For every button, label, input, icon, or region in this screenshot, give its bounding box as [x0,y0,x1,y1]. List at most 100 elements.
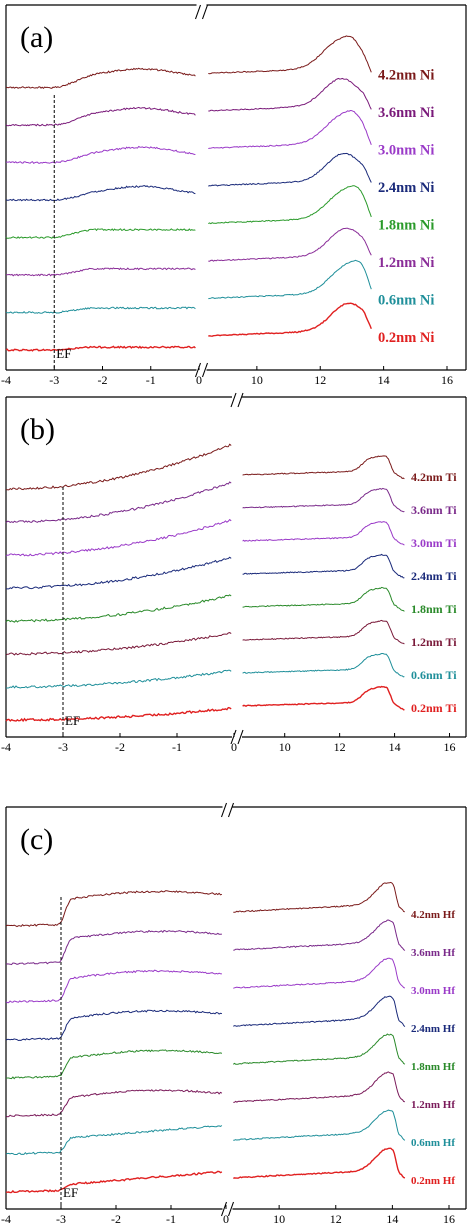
series-line-left [5,594,232,623]
series-line-left [5,106,196,127]
axis-break-mark [220,802,228,818]
panel-label: (c) [20,823,53,856]
series-label: 4.2nm Hf [411,909,455,921]
axis-break-mark [230,392,237,408]
series-label: 2.4nm Hf [411,1023,455,1035]
series-line-left [5,228,196,239]
series-line-right [208,109,372,149]
x-tick-label: -3 [58,740,68,754]
series-label: 3.6nm Hf [411,947,455,959]
series-line-left [5,145,196,164]
series-label: 1.8nm Ni [378,218,434,234]
axis-break-mask [222,802,233,818]
x-tick-label: 14 [378,373,390,387]
series-line-left [5,518,232,557]
x-tick-label: -2 [98,373,108,387]
x-tick-label: -1 [172,740,182,754]
series-line-left [5,1049,223,1080]
x-tick-label: 12 [330,1212,342,1226]
series-line-right [208,185,372,225]
series-line-right [208,259,372,300]
x-tick-label: 10 [279,740,291,754]
panel-label: (a) [20,21,53,54]
series-label: 0.2nm Hf [411,1175,455,1187]
axis-break-mark [237,392,244,408]
series-line-left [5,443,232,491]
x-tick-label: 0 [231,740,237,754]
series-line-right [242,487,405,513]
series-line-right [233,1109,406,1141]
x-tick-label: -4 [1,1212,11,1226]
series-line-left [5,890,223,928]
series-line-right [233,957,406,989]
x-tick-label: 14 [386,1212,398,1226]
series-line-left [5,481,232,524]
series-line-right [208,227,372,262]
series-line-right [233,919,406,951]
x-tick-label: 10 [273,1212,285,1226]
axis-break-mark [194,362,202,378]
axis-break-mark [227,1201,235,1217]
series-line-left [5,929,222,966]
panel-1: -4 -3 -2 -1 0 10 12 14 16 (b) 0.2nm Ti 0.6nm Ti 1.2n… [1,392,467,754]
series-line-right [242,653,405,678]
x-tick-label: -4 [1,373,11,387]
series-line-left [5,345,196,352]
series-label: 0.2nm Ni [378,330,434,346]
axis-break-mask [196,362,207,378]
x-tick-label: -2 [111,1212,121,1226]
series-label: 4.2nm Ti [411,470,457,484]
series-label: 3.6nm Ti [411,503,457,517]
series-line-right [233,1071,405,1103]
panel-2: -4 -3 -2 -1 0 10 12 14 16 (c) 0.2nm Hf 0.6nm Hf 1.2n… [1,802,467,1226]
axis-break-mark [227,802,235,818]
series-line-right [242,685,405,711]
series-line-right [242,455,405,480]
series-line-right [208,77,372,112]
series-line-right [242,619,405,645]
series-label: 4.2nm Ni [378,68,434,84]
series-label: 3.6nm Ni [378,105,434,121]
series-line-left [5,1089,223,1118]
axis-break-mask [222,1201,233,1217]
series-line-left [6,267,196,277]
series-line-right [242,553,405,579]
axis-break-mask [232,392,242,408]
series-line-left [5,706,232,723]
axis-break-mask [232,729,242,745]
series-line-right [208,302,372,337]
series-line-right [208,152,372,187]
series-label: 3.0nm Ti [411,536,457,550]
series-line-left [5,185,196,202]
series-line-right [208,35,372,75]
series-line-right [233,1033,406,1065]
series-line-left [5,1125,223,1155]
series-label: 1.2nm Hf [411,1099,455,1111]
axis-break-mask [196,4,207,20]
axis-break-mark [237,729,244,745]
axis-break-mark [194,4,202,20]
x-tick-label: 16 [444,740,456,754]
series-line-left [5,306,196,314]
series-label: 0.6nm Ti [411,668,457,682]
panel-label: (b) [20,413,55,446]
series-label: 3.0nm Ni [378,143,434,159]
x-tick-label: -1 [166,1212,176,1226]
series-label: 0.2nm Ti [411,701,457,715]
x-tick-label: 12 [314,373,326,387]
x-tick-label: 0 [223,1212,229,1226]
x-tick-label: -4 [1,740,11,754]
x-tick-label: 10 [251,373,263,387]
series-label: 1.8nm Ti [411,602,457,616]
x-tick-label: 14 [389,740,401,754]
fermi-level-label: EF [63,1185,78,1200]
x-tick-label: -1 [146,373,156,387]
axis-break-mark [201,4,209,20]
series-label: 2.4nm Ni [378,180,434,196]
x-tick-label: -3 [49,373,59,387]
series-label: 1.2nm Ti [411,635,457,649]
series-line-left [5,632,232,656]
x-tick-label: 16 [443,1212,455,1226]
series-label: 2.4nm Ti [411,569,457,583]
